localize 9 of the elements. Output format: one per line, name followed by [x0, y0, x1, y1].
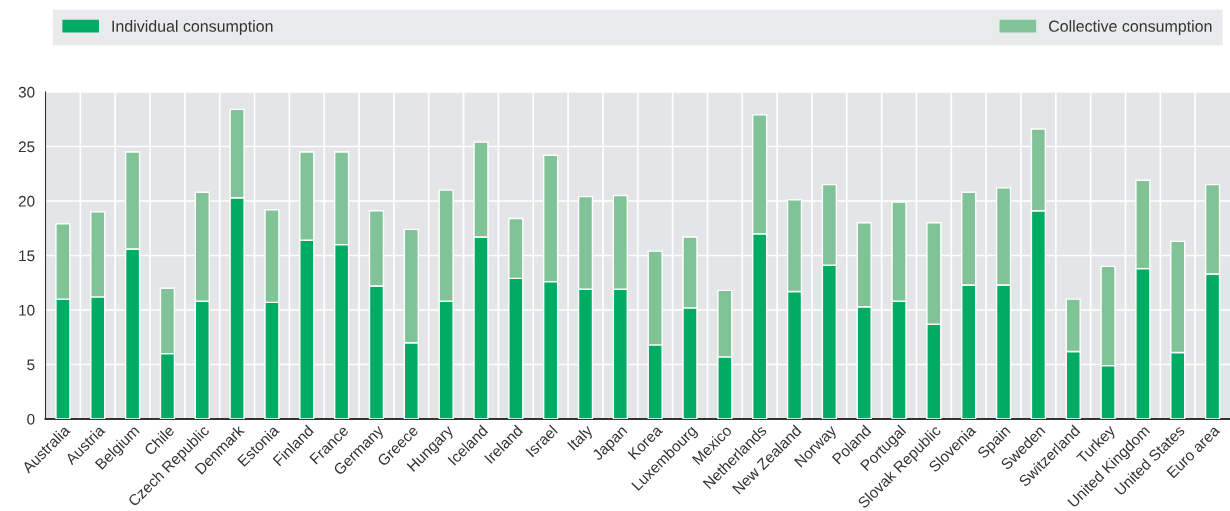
y-tick-label: 25	[18, 141, 35, 153]
y-tick-label: 15	[19, 250, 35, 262]
y-tick-label: 0	[27, 413, 35, 425]
y-tick-label: 20	[18, 195, 35, 207]
legend-label: Collective consumption	[1049, 20, 1212, 36]
y-tick-label: 30	[18, 86, 35, 98]
y-tick-label: 5	[27, 359, 35, 371]
y-tick-label: 10	[19, 304, 35, 316]
legend-label: Individual consumption	[112, 20, 273, 36]
